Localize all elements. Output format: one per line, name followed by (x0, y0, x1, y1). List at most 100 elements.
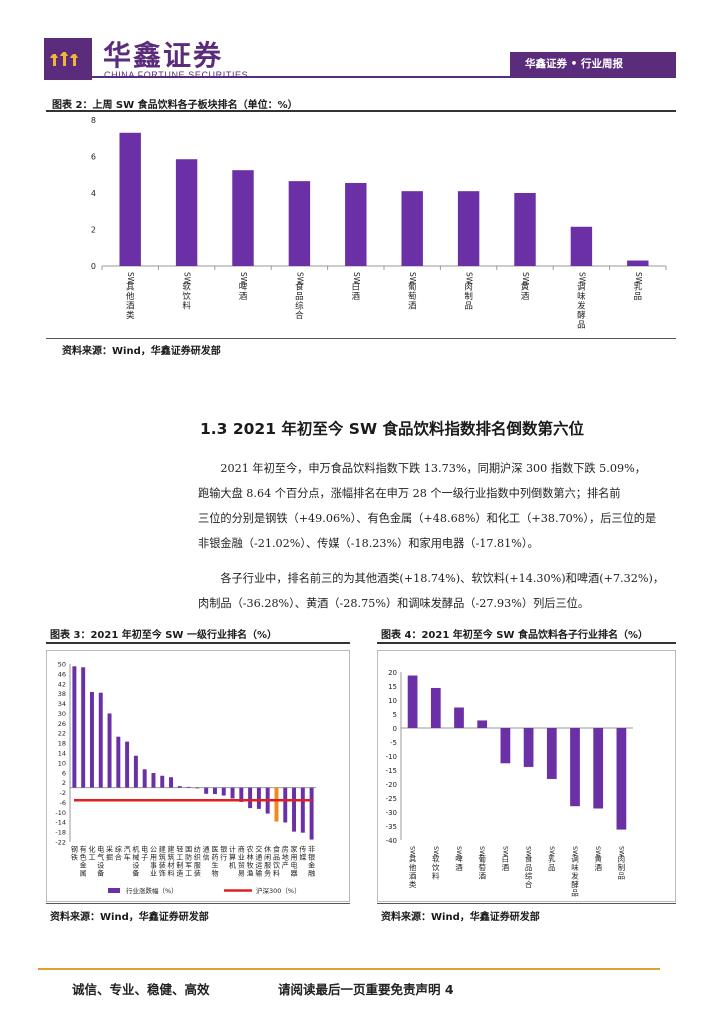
tick-label-char: 防 (185, 853, 192, 862)
tick-label-char: 制 (176, 861, 183, 870)
tick-label-char: 类 (409, 879, 417, 889)
tick-label-char: 综 (295, 300, 304, 311)
tick-label-char: 综 (115, 845, 122, 854)
tick-label-char: 品 (577, 320, 586, 330)
tick-label-char: 气 (97, 853, 104, 862)
company-logo (44, 38, 92, 80)
y-tick-label: 38 (58, 690, 66, 698)
tick-label-prefix: SW (571, 846, 579, 857)
tick-label-prefix: SW (548, 846, 556, 857)
tick-label-char: 品 (618, 871, 626, 880)
legend-label-reference: 沪深300（%） (256, 886, 301, 895)
bar (142, 769, 147, 788)
footer-disclaimer: 请阅读最后一页重要免责声明 4 (278, 982, 454, 997)
x-tick-label: 有色金属 (80, 845, 87, 878)
bar (186, 786, 191, 788)
y-tick-label: 0 (91, 262, 96, 271)
tick-label-char: 机 (229, 861, 236, 870)
tick-label-char: 房 (282, 845, 289, 854)
tick-label-char: 制 (618, 862, 626, 872)
tick-label-char: 备 (97, 869, 104, 878)
bar (160, 775, 165, 788)
bar (89, 691, 94, 788)
bar (514, 193, 536, 266)
paragraph-2-line: 肉制品（-36.28%）、黄酒（-28.75%）和调味发酵品（-27.93%）列… (198, 597, 590, 610)
tick-label-char: 休 (264, 845, 271, 854)
tick-label-char: 车 (124, 853, 131, 862)
tick-label-char: 行 (220, 853, 227, 862)
tick-label-char: 品 (525, 863, 533, 872)
tick-label-char: 工 (88, 854, 95, 862)
tick-label-prefix: SW (634, 272, 643, 285)
tick-label-char: 算 (229, 853, 236, 862)
tick-label-char: 设 (132, 861, 139, 870)
tick-label-char: 渔 (247, 869, 254, 878)
bar (454, 707, 464, 728)
figure-2-top-rule (46, 110, 676, 112)
y-tick-label: 2 (62, 779, 66, 787)
tick-label-prefix: SW (501, 846, 509, 857)
tick-label-char: 调 (571, 854, 579, 863)
tick-label-char: 药 (211, 853, 218, 862)
x-tick-label: 通信 (203, 845, 210, 862)
tick-label-char: 料 (273, 869, 280, 878)
y-tick-label: 18 (58, 740, 66, 748)
tick-label-char: 属 (80, 870, 87, 878)
tick-label-char: 发 (577, 300, 586, 311)
tick-label-prefix: SW (432, 846, 440, 857)
bar (116, 736, 121, 788)
tick-label-char: 发 (571, 870, 579, 880)
bar (546, 728, 557, 779)
bar (345, 182, 367, 266)
y-tick-label: -18 (55, 829, 66, 837)
bar (212, 787, 217, 795)
bar (119, 132, 141, 266)
y-tick-label: 6 (91, 153, 96, 162)
tick-label-char: 酵 (577, 311, 586, 321)
tick-label-char: 料 (168, 869, 175, 878)
paragraph-1: 2021 年初至今，申万食品饮料指数下跌 13.73%，同期沪深 300 指数下… (198, 456, 684, 556)
y-tick-label: 15 (388, 683, 397, 691)
tick-label-char: 饮 (182, 291, 191, 302)
tick-label-char: 电 (97, 845, 104, 854)
x-tick-label: 房地产 (282, 845, 289, 870)
y-tick-label: 34 (58, 700, 66, 708)
bar (204, 787, 209, 794)
paragraph-1-line: 跑输大盘 8.64 个百分点，涨幅排名在申万 28 个一级行业指数中列倒数第六；… (198, 487, 621, 500)
tick-label-char: 筑 (168, 853, 175, 862)
figure-2-title: 图表 2：上周 SW 食品饮料各子板块排名（单位：%） (52, 100, 298, 111)
tick-label-prefix: SW (465, 272, 474, 285)
tick-label-char: 地 (282, 853, 289, 862)
tick-label-char: 汽 (124, 845, 131, 854)
tick-label-char: 建 (159, 845, 166, 854)
bar (177, 786, 182, 788)
tick-label-char: 品 (548, 863, 556, 872)
y-tick-label: -35 (386, 823, 397, 831)
bar (239, 787, 244, 802)
tick-label-char: 金 (80, 861, 87, 870)
y-tick-label: 14 (58, 750, 66, 758)
bar (107, 713, 112, 788)
bar (175, 159, 198, 266)
header-band (510, 52, 676, 76)
brand-name: 华鑫证券 (103, 39, 224, 72)
tick-label-prefix: SW (352, 272, 361, 285)
tick-label-char: 林 (247, 853, 254, 862)
tick-label-char: 酵 (571, 880, 579, 889)
tick-label-char: 银 (308, 853, 315, 862)
tick-label-char: 医 (211, 846, 218, 854)
y-tick-label: 42 (58, 680, 66, 688)
tick-label-char: 食 (295, 281, 304, 292)
